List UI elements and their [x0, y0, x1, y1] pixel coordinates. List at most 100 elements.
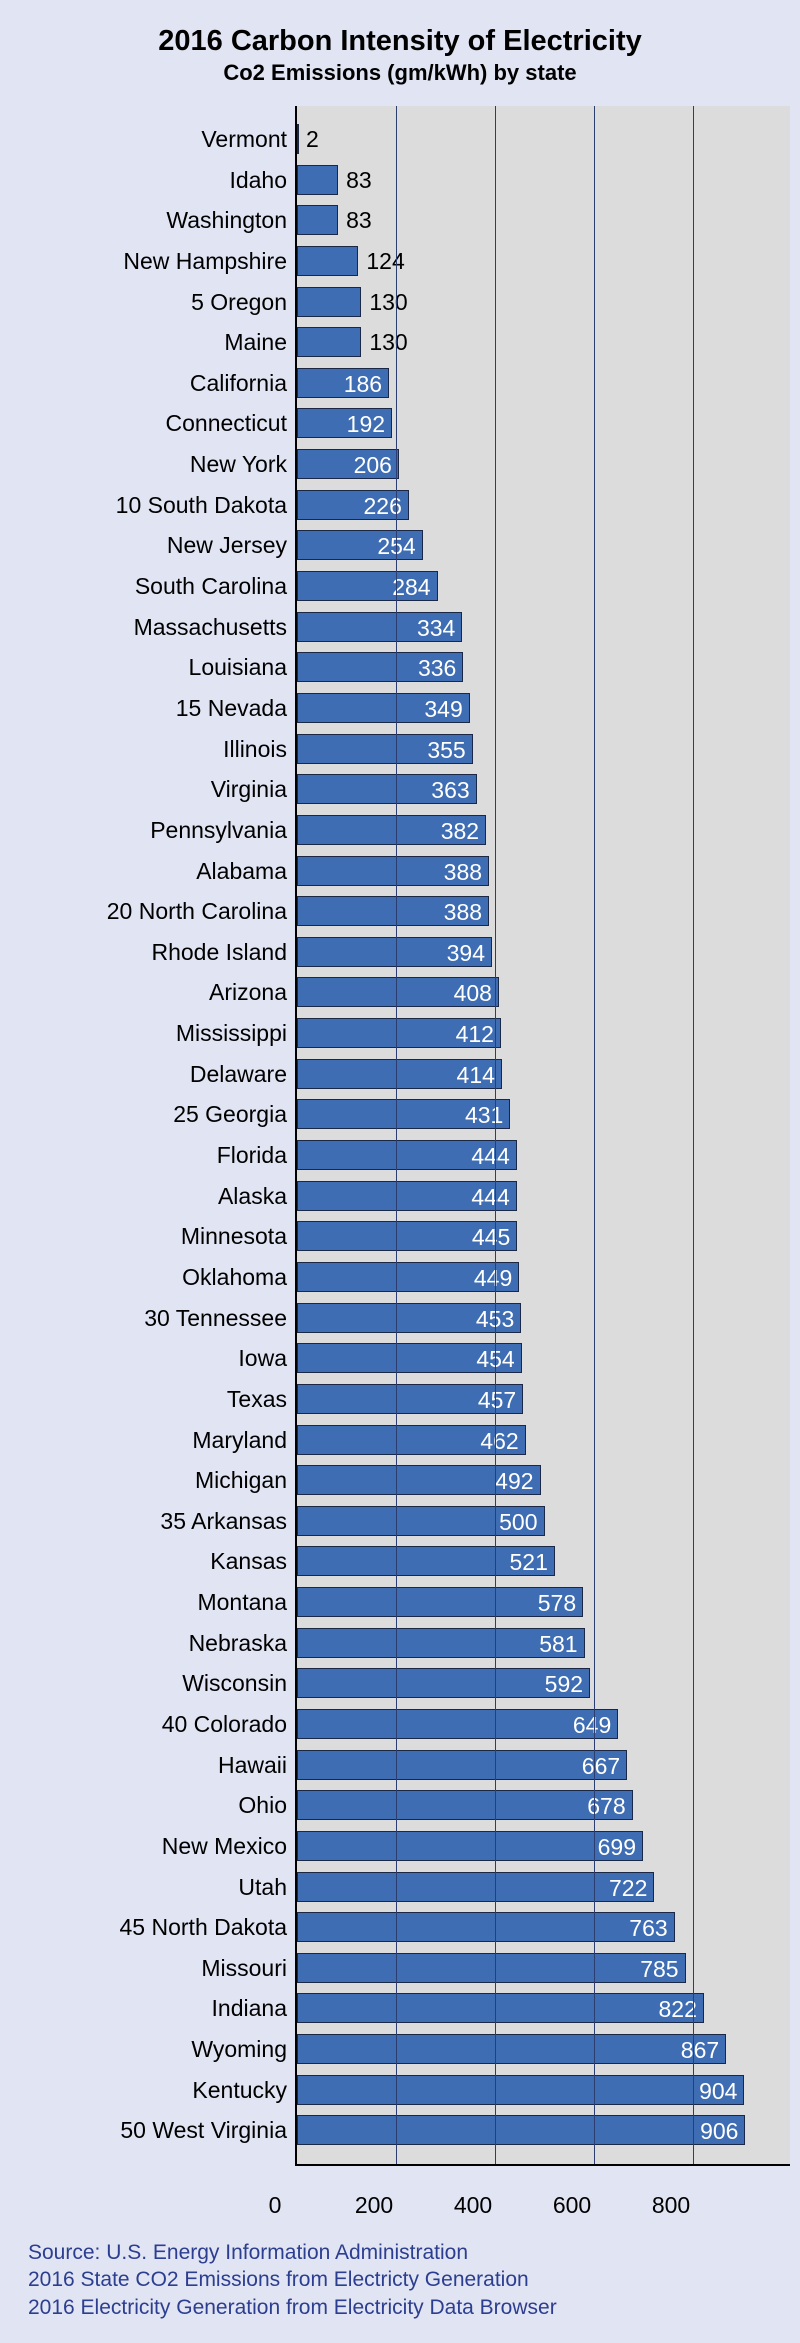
state-label: Utah: [238, 1874, 287, 1901]
gridline: [594, 106, 595, 2164]
bar-row: 5 Oregon130: [297, 287, 790, 317]
state-label: Vermont: [201, 126, 287, 153]
plot-area: Vermont2Idaho83Washington83New Hampshire…: [295, 106, 790, 2166]
value-label: 785: [640, 1956, 678, 1983]
bar-row: Pennsylvania382: [297, 815, 790, 845]
bar-row: Florida444: [297, 1140, 790, 1170]
bar-row: New Jersey254: [297, 530, 790, 560]
bar-row: Arizona408: [297, 977, 790, 1007]
bar-row: Massachusetts334: [297, 612, 790, 642]
bar: 462: [297, 1425, 526, 1455]
bar-row: 10 South Dakota226: [297, 490, 790, 520]
value-label: 592: [545, 1671, 583, 1698]
bar-row: Oklahoma449: [297, 1262, 790, 1292]
bar-row: Ohio678: [297, 1790, 790, 1820]
state-label: Delaware: [190, 1061, 287, 1088]
bar: 192: [297, 408, 392, 438]
bar-row: New York206: [297, 449, 790, 479]
x-tick: 200: [355, 2192, 393, 2219]
state-label: 10 South Dakota: [116, 492, 287, 519]
bar-row: Kentucky904: [297, 2075, 790, 2105]
value-label: 388: [444, 859, 482, 886]
bar: 414: [297, 1059, 502, 1089]
bar: 581: [297, 1628, 585, 1658]
state-label: Connecticut: [166, 410, 287, 437]
bar: 492: [297, 1465, 541, 1495]
source-line: Source: U.S. Energy Information Administ…: [28, 2239, 557, 2266]
bar-row: 40 Colorado649: [297, 1709, 790, 1739]
bar: 382: [297, 815, 486, 845]
bar: 394: [297, 937, 492, 967]
state-label: Missouri: [201, 1955, 287, 1982]
bar-row: 35 Arkansas500: [297, 1506, 790, 1536]
gridline: [396, 106, 397, 2164]
bar-row: Iowa454: [297, 1343, 790, 1373]
bar-row: Rhode Island394: [297, 937, 790, 967]
value-label: 462: [480, 1428, 518, 1455]
state-label: Idaho: [229, 167, 287, 194]
value-label: 581: [539, 1631, 577, 1658]
bar: 226: [297, 490, 409, 520]
state-label: New York: [190, 451, 287, 478]
state-label: 15 Nevada: [176, 695, 287, 722]
bar-row: Utah722: [297, 1872, 790, 1902]
chart-subtitle: Co2 Emissions (gm/kWh) by state: [20, 60, 780, 86]
state-label: Oklahoma: [182, 1264, 287, 1291]
bar: 449: [297, 1262, 519, 1292]
state-label: Massachusetts: [134, 614, 287, 641]
bar: 355: [297, 734, 473, 764]
bar-row: Maryland462: [297, 1425, 790, 1455]
bar: [297, 205, 338, 235]
state-label: Iowa: [238, 1345, 287, 1372]
bar-row: 15 Nevada349: [297, 693, 790, 723]
bar: 444: [297, 1181, 517, 1211]
value-label: 722: [609, 1875, 647, 1902]
bar-row: Wisconsin592: [297, 1668, 790, 1698]
state-label: California: [190, 370, 287, 397]
bar-row: 45 North Dakota763: [297, 1912, 790, 1942]
value-label: 83: [346, 207, 372, 234]
bar: 445: [297, 1221, 517, 1251]
value-label: 130: [369, 329, 407, 356]
bar: 500: [297, 1506, 545, 1536]
state-label: Rhode Island: [151, 939, 287, 966]
value-label: 492: [495, 1468, 533, 1495]
state-label: Kentucky: [192, 2077, 287, 2104]
bar: 412: [297, 1018, 501, 1048]
state-label: New Mexico: [162, 1833, 287, 1860]
bar: 822: [297, 1993, 704, 2023]
value-label: 699: [598, 1834, 636, 1861]
value-label: 355: [427, 737, 465, 764]
state-label: Nebraska: [189, 1630, 287, 1657]
state-label: Michigan: [195, 1467, 287, 1494]
value-label: 408: [454, 980, 492, 1007]
value-label: 822: [659, 1996, 697, 2023]
bar: [297, 287, 361, 317]
state-label: 40 Colorado: [162, 1711, 287, 1738]
value-label: 192: [347, 411, 385, 438]
value-label: 449: [474, 1265, 512, 1292]
bar: 388: [297, 856, 489, 886]
bar-row: Maine130: [297, 327, 790, 357]
state-label: 5 Oregon: [191, 289, 287, 316]
state-label: New Hampshire: [123, 248, 287, 275]
title-block: 2016 Carbon Intensity of Electricity Co2…: [20, 25, 780, 86]
x-tick: 800: [652, 2192, 690, 2219]
bar-row: Wyoming867: [297, 2034, 790, 2064]
value-label: 394: [447, 940, 485, 967]
state-label: Louisiana: [189, 654, 287, 681]
bar: [297, 327, 361, 357]
bar: 722: [297, 1872, 654, 1902]
bar-row: 25 Georgia431: [297, 1099, 790, 1129]
value-label: 130: [369, 289, 407, 316]
bar: 649: [297, 1709, 618, 1739]
bar-row: Texas457: [297, 1384, 790, 1414]
bar: 284: [297, 571, 438, 601]
bar: 678: [297, 1790, 633, 1820]
bar: [297, 165, 338, 195]
state-label: Alabama: [196, 858, 287, 885]
bar-row: Illinois355: [297, 734, 790, 764]
bar-row: Vermont2: [297, 124, 790, 154]
state-label: Florida: [217, 1142, 287, 1169]
value-label: 349: [424, 696, 462, 723]
